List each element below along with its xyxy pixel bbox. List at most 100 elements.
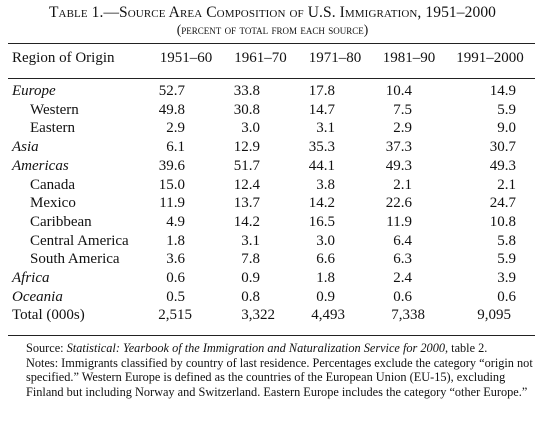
- table-cell: 11.9: [386, 213, 412, 230]
- table-cell: 52.7: [158, 83, 185, 99]
- table-cell: 24.7: [489, 195, 516, 212]
- table-cell: 6.1: [166, 139, 185, 156]
- table-cell: 6.3: [393, 251, 412, 268]
- row-label: Asia: [12, 139, 39, 156]
- table-cell: 14.9: [489, 83, 516, 99]
- table-cell: 1.8: [316, 270, 335, 286]
- table-cell: 3,322: [241, 307, 275, 324]
- notes-text: Notes: Immigrants classified by country …: [26, 355, 533, 399]
- row-label: Western: [30, 101, 79, 118]
- table-cell: 3.6: [166, 251, 185, 268]
- table-cell: 5.9: [497, 101, 516, 118]
- top-rule: [8, 43, 535, 44]
- table-cell: 10.8: [489, 213, 516, 230]
- table-cell: 3.1: [316, 120, 335, 137]
- table-row: Caribbean 4.9 14.2 16.5 11.9 10.8: [0, 213, 545, 232]
- table-cell: 7.5: [393, 101, 412, 118]
- table-cell: 3.1: [241, 232, 260, 249]
- row-label: South America: [30, 251, 120, 268]
- table-cell: 2.9: [393, 120, 412, 137]
- table-cell: 15.0: [158, 176, 185, 193]
- table-row: Europe 52.7 33.8 17.8 10.4 14.9: [0, 82, 545, 101]
- table-cell: 3.0: [316, 232, 335, 249]
- table-cell: 9.0: [497, 120, 516, 137]
- row-label: Mexico: [30, 195, 76, 212]
- table-row: South America 3.6 7.8 6.6 6.3 5.9: [0, 250, 545, 269]
- table-cell: 1.8: [166, 232, 185, 249]
- table-cell: 14.7: [308, 101, 335, 118]
- row-label: Total (000s): [12, 307, 85, 324]
- row-label: Americas: [12, 157, 69, 174]
- table-row: Oceania 0.5 0.8 0.9 0.6 0.6: [0, 288, 545, 307]
- table-notes: Source: Statistical: Yearbook of the Imm…: [14, 341, 539, 399]
- table-cell: 22.6: [385, 195, 412, 212]
- bottom-rule: [8, 335, 535, 336]
- table-cell: 5.8: [497, 232, 516, 249]
- table-cell: 0.9: [241, 270, 260, 286]
- row-label: Central America: [30, 232, 129, 249]
- source-line: Source: Statistical: Yearbook of the Imm…: [14, 341, 539, 356]
- table-cell: 30.8: [233, 101, 260, 118]
- table-cell: 3.9: [497, 270, 516, 286]
- table-cell: 2.1: [497, 176, 516, 193]
- table-cell: 33.8: [233, 83, 260, 99]
- table-cell: 0.6: [166, 270, 185, 286]
- table-cell: 7.8: [241, 251, 260, 268]
- table-cell: 11.9: [159, 195, 185, 212]
- table-cell: 2,515: [158, 307, 192, 324]
- header-region-of-origin: Region of Origin: [12, 50, 115, 66]
- table-cell: 13.7: [233, 195, 260, 212]
- table-cell: 51.7: [233, 157, 260, 174]
- table-cell: 35.3: [308, 139, 335, 156]
- row-label: Oceania: [12, 288, 63, 305]
- header-period-1951-60: 1951–60: [159, 50, 213, 66]
- table-cell: 12.4: [233, 176, 260, 193]
- table-row: Asia 6.1 12.9 35.3 37.3 30.7: [0, 138, 545, 157]
- table-cell: 2.4: [393, 270, 412, 286]
- table-cell: 0.6: [497, 288, 516, 305]
- table-row: Eastern 2.9 3.0 3.1 2.9 9.0: [0, 119, 545, 138]
- row-label: Eastern: [30, 120, 75, 137]
- table-cell: 49.3: [385, 157, 412, 174]
- table-cell: 2.9: [166, 120, 185, 137]
- row-label: Africa: [12, 270, 50, 286]
- table-row: Total (000s) 2,515 3,322 4,493 7,338 9,095: [0, 306, 545, 325]
- table-cell: 3.0: [241, 120, 260, 137]
- table-cell: 44.1: [308, 157, 335, 174]
- table-cell: 0.5: [166, 288, 185, 305]
- table-cell: 10.4: [385, 83, 412, 99]
- table-cell: 16.5: [308, 213, 335, 230]
- header-rule: [8, 78, 535, 79]
- source-title: Statistical: Yearbook of the Immigration…: [66, 341, 445, 355]
- table-cell: 17.8: [308, 83, 335, 99]
- table-cell: 3.8: [316, 176, 335, 193]
- table-cell: 14.2: [308, 195, 335, 212]
- column-header-row: Region of Origin 1951–60 1961–70 1971–80…: [0, 49, 545, 68]
- header-period-1991-2000: 1991–2000: [456, 50, 524, 66]
- table-cell: 7,338: [391, 307, 425, 324]
- table-cell: 12.9: [233, 139, 260, 156]
- table-row: Africa 0.6 0.9 1.8 2.4 3.9: [0, 269, 545, 288]
- table-row: Mexico 11.9 13.7 14.2 22.6 24.7: [0, 194, 545, 213]
- table-cell: 0.6: [393, 288, 412, 305]
- row-label: Europe: [12, 83, 56, 99]
- table-cell: 49.3: [489, 157, 516, 174]
- table-cell: 30.7: [489, 139, 516, 156]
- table-cell: 9,095: [477, 307, 511, 324]
- table-cell: 4,493: [311, 307, 345, 324]
- table-cell: 5.9: [497, 251, 516, 268]
- source-prefix: Source:: [26, 341, 67, 355]
- table-cell: 6.4: [393, 232, 412, 249]
- table-row: Central America 1.8 3.1 3.0 6.4 5.8: [0, 232, 545, 251]
- table-cell: 49.8: [158, 101, 185, 118]
- table-row: Canada 15.0 12.4 3.8 2.1 2.1: [0, 176, 545, 195]
- header-period-1961-70: 1961–70: [234, 50, 287, 66]
- row-label: Caribbean: [30, 213, 92, 230]
- header-period-1981-90: 1981–90: [382, 50, 436, 66]
- table-title: Table 1.—Source Area Composition of U.S.…: [48, 4, 497, 21]
- table-cell: 0.8: [241, 288, 260, 305]
- table-subtitle: (percent of total from each source): [176, 22, 369, 37]
- table-row: Western 49.8 30.8 14.7 7.5 5.9: [0, 101, 545, 120]
- table-cell: 6.6: [316, 251, 335, 268]
